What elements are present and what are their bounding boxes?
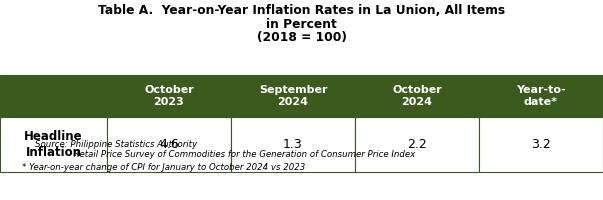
Bar xyxy=(355,117,479,172)
Bar xyxy=(0,117,107,172)
Text: Year-to-
date*: Year-to- date* xyxy=(516,85,566,107)
Text: 1.3: 1.3 xyxy=(283,138,303,151)
Text: (2018 = 100): (2018 = 100) xyxy=(256,31,347,44)
Bar xyxy=(355,75,479,117)
Text: 3.2: 3.2 xyxy=(531,138,551,151)
Bar xyxy=(231,117,355,172)
Text: September
2024: September 2024 xyxy=(259,85,327,107)
Bar xyxy=(107,75,231,117)
Text: Source: Philippine Statistics Authority: Source: Philippine Statistics Authority xyxy=(35,140,197,149)
Bar xyxy=(479,75,603,117)
Text: October
2023: October 2023 xyxy=(144,85,194,107)
Bar xyxy=(0,75,107,117)
Text: Headline
Inflation: Headline Inflation xyxy=(24,130,83,158)
Text: 4.6: 4.6 xyxy=(159,138,179,151)
Text: Retail Price Survey of Commodities for the Generation of Consumer Price Index: Retail Price Survey of Commodities for t… xyxy=(35,150,415,159)
Text: in Percent: in Percent xyxy=(266,18,337,31)
Text: * Year-on-year change of CPI for January to October 2024 vs 2023: * Year-on-year change of CPI for January… xyxy=(22,163,305,172)
Bar xyxy=(231,75,355,117)
Text: 2.2: 2.2 xyxy=(407,138,427,151)
Text: October
2024: October 2024 xyxy=(392,85,442,107)
Bar xyxy=(107,117,231,172)
Bar xyxy=(479,117,603,172)
Text: Table A.  Year-on-Year Inflation Rates in La Union, All Items: Table A. Year-on-Year Inflation Rates in… xyxy=(98,4,505,17)
